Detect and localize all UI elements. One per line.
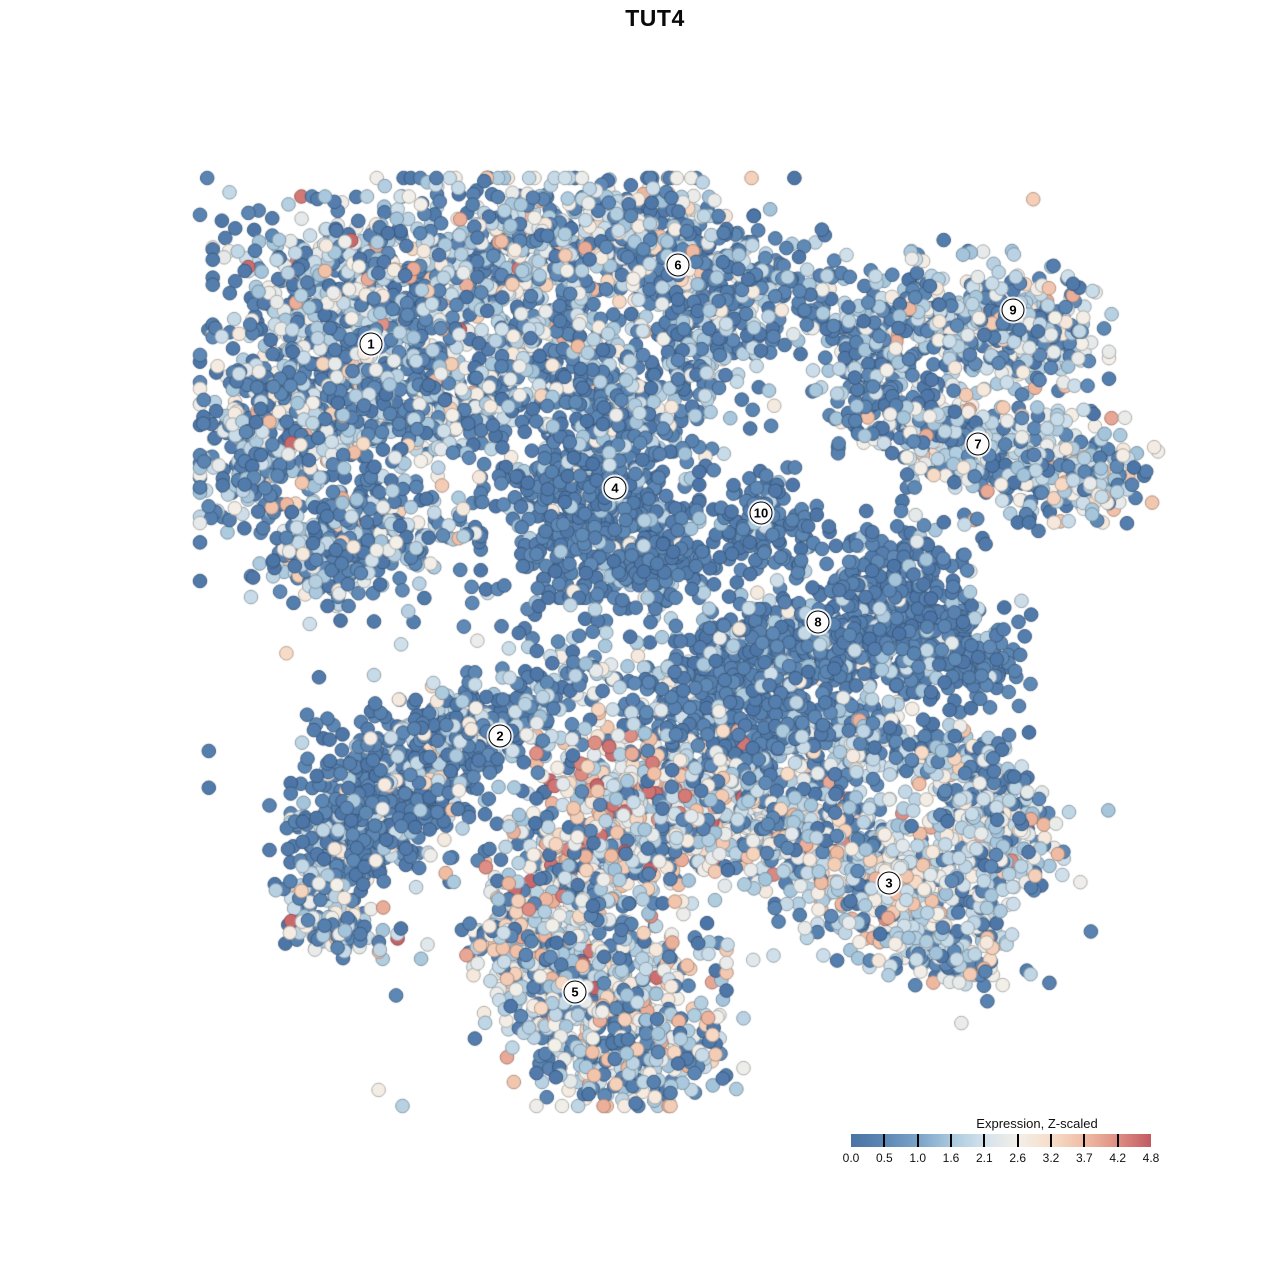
legend-tick-mark (950, 1134, 952, 1147)
expression-legend: Expression, Z-scaled 0.0 0.5 1.0 1.6 2.1 2.6 3… (843, 1116, 1160, 1168)
legend-tick-label: 2.6 (1009, 1151, 1026, 1165)
legend-tick-mark (883, 1134, 886, 1147)
legend-tick-label: 2.1 (975, 1151, 993, 1165)
legend-tick-label: 1.0 (909, 1151, 926, 1165)
legend-tick-label: 0.0 (842, 1151, 860, 1165)
legend-title: Expression, Z-scaled (976, 1116, 1098, 1131)
legend-tick-mark (1050, 1134, 1052, 1147)
legend-tick-mark (983, 1134, 986, 1147)
legend-tick-mark (916, 1134, 919, 1147)
legend-tick-mark (1083, 1134, 1086, 1147)
legend-tick-mark (1116, 1134, 1119, 1147)
legend-tick-mark (1016, 1134, 1019, 1147)
legend-tick-label: 3.2 (1042, 1151, 1060, 1165)
legend-colorbar (851, 1134, 1151, 1147)
legend-tick-label: 1.6 (942, 1151, 960, 1165)
legend-tick-labels: 0.0 0.5 1.0 1.6 2.1 2.6 3.2 3.7 4.2 4.8 (843, 1151, 1160, 1166)
legend-tick-label: 4.2 (1109, 1151, 1126, 1165)
legend-tick-label: 4.8 (1142, 1151, 1160, 1165)
legend-tick-label: 0.5 (875, 1151, 893, 1165)
legend-tick-label: 3.7 (1075, 1151, 1093, 1165)
